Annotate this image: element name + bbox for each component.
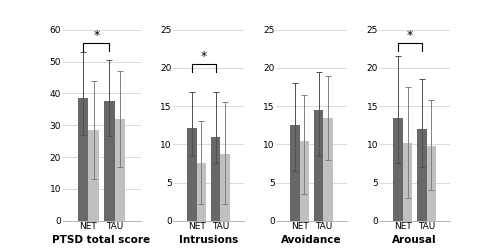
Bar (426, 146, 436, 221)
Bar (211, 137, 220, 221)
Bar (417, 129, 426, 221)
Bar (324, 118, 333, 221)
Bar (403, 143, 412, 221)
X-axis label: Avoidance: Avoidance (281, 235, 342, 245)
Text: *: * (200, 50, 207, 63)
X-axis label: Arousal: Arousal (392, 235, 437, 245)
Bar (290, 125, 300, 221)
Bar (394, 118, 403, 221)
Text: *: * (93, 29, 100, 42)
Bar (220, 154, 230, 221)
Bar (78, 98, 88, 221)
X-axis label: PTSD total score: PTSD total score (52, 235, 150, 245)
Bar (88, 130, 99, 221)
Bar (187, 127, 196, 221)
Bar (314, 110, 324, 221)
Bar (114, 119, 125, 221)
Bar (196, 163, 206, 221)
Text: *: * (407, 29, 413, 42)
Bar (300, 141, 309, 221)
X-axis label: Intrusions: Intrusions (179, 235, 238, 245)
Bar (104, 101, 115, 221)
